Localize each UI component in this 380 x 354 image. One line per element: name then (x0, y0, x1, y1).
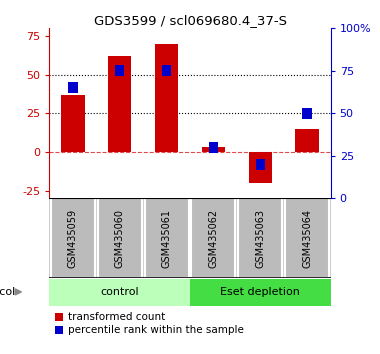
Bar (296, 129, 319, 152)
Bar (302, 108, 312, 119)
Bar (202, 147, 225, 152)
Bar (144, 198, 188, 278)
Text: protocol: protocol (0, 287, 16, 297)
Bar (115, 65, 124, 76)
Bar (192, 198, 236, 278)
Text: GSM435064: GSM435064 (302, 209, 312, 268)
Text: GSM435062: GSM435062 (209, 209, 218, 268)
Bar (162, 65, 171, 76)
Bar (285, 198, 329, 278)
Bar (51, 198, 95, 278)
Bar (155, 44, 178, 152)
Text: GSM435059: GSM435059 (68, 209, 78, 268)
Bar (98, 198, 142, 278)
Text: GSM435061: GSM435061 (162, 209, 171, 268)
Bar (249, 152, 272, 183)
Bar (108, 56, 131, 152)
Bar (238, 198, 282, 278)
Text: GSM435060: GSM435060 (115, 209, 125, 268)
Bar (190, 279, 331, 306)
Bar (209, 142, 218, 153)
Title: GDS3599 / scl069680.4_37-S: GDS3599 / scl069680.4_37-S (93, 14, 287, 27)
Legend: transformed count, percentile rank within the sample: transformed count, percentile rank withi… (55, 312, 244, 336)
Bar (256, 159, 265, 170)
Text: Eset depletion: Eset depletion (220, 287, 300, 297)
Bar (49, 279, 190, 306)
Bar (68, 82, 78, 93)
Bar (61, 95, 85, 152)
Text: GSM435063: GSM435063 (255, 209, 265, 268)
Text: control: control (100, 287, 139, 297)
